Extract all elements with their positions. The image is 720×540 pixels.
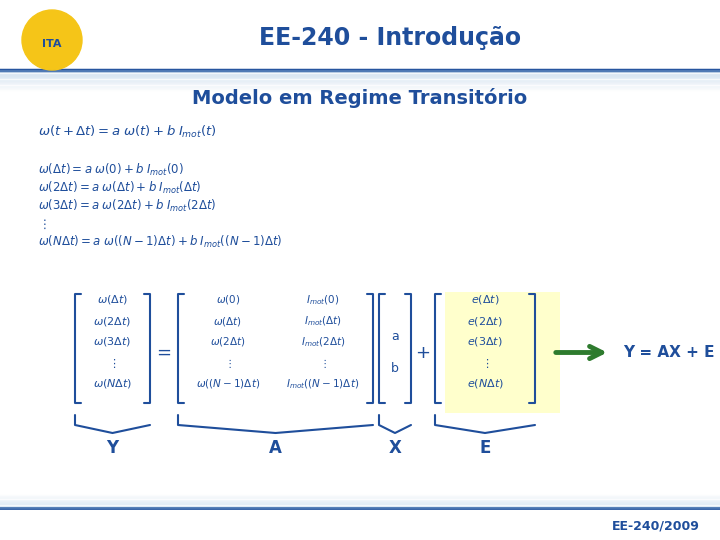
Text: $I_{mot}((N-1)\Delta t)$: $I_{mot}((N-1)\Delta t)$ (287, 377, 359, 391)
Text: +: + (415, 343, 431, 361)
Text: $\omega(2\Delta t)$: $\omega(2\Delta t)$ (94, 314, 132, 327)
Text: a: a (391, 330, 399, 343)
Text: $\omega(2\Delta t)$: $\omega(2\Delta t)$ (210, 335, 246, 348)
Text: $\omega(N\Delta t)$: $\omega(N\Delta t)$ (93, 377, 132, 390)
Text: $\omega(t+\Delta t)=a\;\omega(t)+b\;I_{mot}(t)$: $\omega(t+\Delta t)=a\;\omega(t)+b\;I_{m… (38, 124, 217, 140)
Text: $I_{mot}(0)$: $I_{mot}(0)$ (306, 293, 340, 307)
Text: A: A (269, 439, 282, 457)
FancyArrowPatch shape (556, 346, 602, 359)
Text: Y = AX + E: Y = AX + E (623, 345, 714, 360)
Text: $I_{mot}(2\Delta t)$: $I_{mot}(2\Delta t)$ (301, 335, 346, 349)
FancyBboxPatch shape (445, 292, 560, 413)
Text: $\vdots$: $\vdots$ (224, 356, 232, 369)
Text: EE-240 - Introdução: EE-240 - Introdução (259, 26, 521, 50)
Text: Modelo em Regime Transitório: Modelo em Regime Transitório (192, 88, 528, 108)
Text: $\omega(N\Delta t)=a\;\omega((N-1)\Delta t)+b\;I_{mot}((N-1)\Delta t)$: $\omega(N\Delta t)=a\;\omega((N-1)\Delta… (38, 234, 282, 250)
Text: $\omega(\Delta t)=a\;\omega(0)+b\;I_{mot}(0)$: $\omega(\Delta t)=a\;\omega(0)+b\;I_{mot… (38, 162, 184, 178)
Text: $e(N\Delta t)$: $e(N\Delta t)$ (467, 377, 503, 390)
Text: =: = (156, 343, 171, 361)
Text: X: X (389, 439, 402, 457)
Text: b: b (391, 362, 399, 375)
Text: $\omega(2\Delta t)=a\;\omega(\Delta t)+b\;I_{mot}(\Delta t)$: $\omega(2\Delta t)=a\;\omega(\Delta t)+b… (38, 180, 202, 196)
Text: EE-240/2009: EE-240/2009 (612, 519, 700, 532)
Text: $\vdots$: $\vdots$ (481, 356, 489, 369)
Text: $e(\Delta t)$: $e(\Delta t)$ (471, 294, 499, 307)
Text: ITA: ITA (42, 39, 62, 49)
Circle shape (22, 10, 82, 70)
Text: $\omega((N-1)\Delta t)$: $\omega((N-1)\Delta t)$ (196, 377, 260, 390)
Text: $I_{mot}(\Delta t)$: $I_{mot}(\Delta t)$ (304, 314, 342, 328)
Text: Y: Y (107, 439, 119, 457)
Text: E: E (480, 439, 491, 457)
Text: $e(3\Delta t)$: $e(3\Delta t)$ (467, 335, 503, 348)
Text: $\omega(3\Delta t)$: $\omega(3\Delta t)$ (94, 335, 132, 348)
Text: $\omega(\Delta t)$: $\omega(\Delta t)$ (97, 294, 128, 307)
Text: $\omega(3\Delta t)=a\;\omega(2\Delta t)+b\;I_{mot}(2\Delta t)$: $\omega(3\Delta t)=a\;\omega(2\Delta t)+… (38, 198, 217, 214)
Text: $e(2\Delta t)$: $e(2\Delta t)$ (467, 314, 503, 327)
Text: $\vdots$: $\vdots$ (319, 356, 327, 369)
Text: $\omega(\Delta t)$: $\omega(\Delta t)$ (214, 314, 243, 327)
Text: $\omega(0)$: $\omega(0)$ (216, 294, 240, 307)
Text: $\vdots$: $\vdots$ (38, 218, 47, 231)
Text: $\vdots$: $\vdots$ (109, 356, 117, 369)
